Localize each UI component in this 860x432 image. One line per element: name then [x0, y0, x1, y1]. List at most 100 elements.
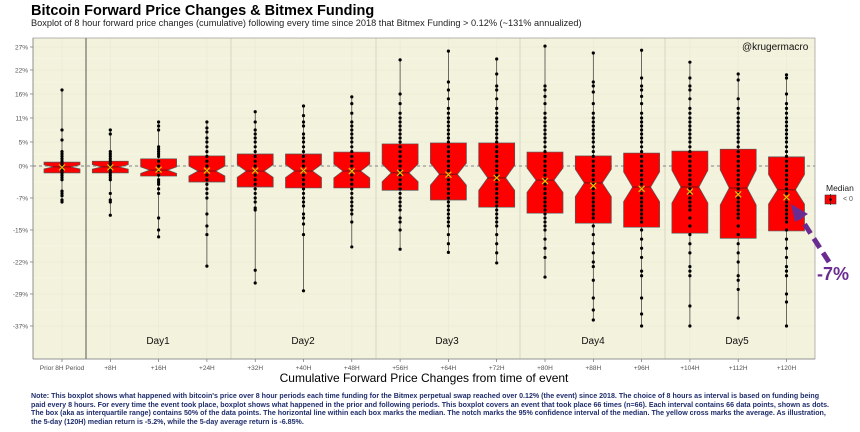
data-point — [446, 136, 450, 140]
data-point — [253, 191, 257, 196]
data-point — [157, 164, 161, 168]
data-point — [301, 120, 306, 124]
data-point — [591, 124, 595, 128]
mean-cross-marker — [155, 166, 163, 174]
data-point — [736, 145, 740, 149]
data-point — [301, 216, 306, 220]
data-point — [495, 220, 499, 224]
data-point — [446, 150, 450, 154]
data-point — [784, 274, 789, 278]
data-point — [446, 116, 450, 120]
data-point — [205, 120, 209, 124]
data-point — [108, 132, 112, 136]
data-point — [543, 102, 547, 106]
data-point — [60, 189, 64, 193]
data-point — [543, 84, 547, 88]
data-point — [688, 128, 692, 132]
data-point — [784, 145, 789, 149]
data-point — [157, 152, 161, 156]
data-point — [543, 120, 547, 124]
legend-key-point — [829, 198, 832, 201]
data-point — [253, 140, 257, 144]
data-point — [543, 255, 547, 260]
data-point — [253, 281, 257, 285]
data-point — [784, 187, 789, 191]
data-point — [495, 132, 499, 136]
data-point — [495, 208, 499, 212]
x-tick-label: +104H — [680, 365, 700, 372]
x-tick-label: +24H — [199, 365, 215, 372]
data-point — [495, 111, 499, 115]
data-point — [495, 154, 499, 158]
data-point — [157, 150, 161, 154]
y-tick-label: 5% — [19, 140, 29, 147]
data-point — [350, 173, 354, 177]
x-tick-label: +48H — [344, 365, 360, 372]
data-point — [688, 200, 692, 204]
notched-box — [188, 155, 226, 183]
data-point — [205, 145, 209, 149]
data-point — [543, 168, 547, 173]
data-point — [640, 296, 644, 300]
mean-cross-marker — [300, 167, 307, 174]
data-point — [543, 140, 547, 144]
data-point — [688, 124, 692, 128]
data-point — [446, 200, 450, 204]
day-label-2: Day2 — [291, 336, 315, 347]
mean-cross-marker — [541, 177, 549, 185]
data-point — [205, 136, 209, 140]
data-point — [253, 178, 257, 182]
data-point — [495, 116, 499, 120]
data-point — [398, 208, 402, 212]
data-point — [543, 246, 547, 250]
data-point — [446, 140, 450, 144]
data-point — [784, 164, 789, 168]
mean-cross-marker — [106, 163, 114, 171]
data-point — [736, 136, 740, 140]
data-point — [60, 200, 64, 204]
data-point — [640, 237, 644, 241]
data-point — [350, 111, 354, 115]
data-point — [350, 182, 354, 186]
data-point — [784, 73, 789, 77]
data-point — [784, 178, 789, 182]
data-point — [60, 150, 64, 154]
data-point — [108, 200, 112, 204]
data-point — [736, 182, 740, 186]
data-point — [640, 76, 644, 80]
data-point — [301, 187, 306, 191]
chart-subtitle: Boxplot of 8 hour forward price changes … — [31, 18, 582, 28]
data-point — [60, 152, 64, 156]
data-point — [398, 128, 402, 132]
data-point — [784, 102, 789, 106]
data-point — [591, 136, 595, 140]
data-point — [301, 164, 306, 168]
data-point — [591, 196, 595, 200]
data-point — [591, 200, 595, 204]
data-point — [157, 216, 161, 220]
data-point — [398, 182, 402, 186]
data-point — [108, 157, 112, 161]
data-point — [640, 159, 644, 163]
data-point — [108, 159, 112, 163]
data-point — [688, 187, 692, 191]
data-point — [495, 212, 499, 216]
data-point — [205, 212, 209, 216]
data-point — [108, 150, 112, 154]
data-point — [784, 191, 789, 196]
data-point — [253, 128, 257, 132]
data-point — [350, 200, 354, 204]
x-axis-title: Cumulative Forward Price Changes from ti… — [0, 371, 860, 385]
data-point — [688, 120, 692, 124]
data-point — [398, 132, 402, 136]
data-point — [736, 196, 740, 200]
x-tick-label: +64H — [441, 365, 457, 372]
data-point — [640, 182, 644, 186]
data-point — [543, 182, 547, 186]
data-point — [446, 168, 450, 173]
data-point — [108, 178, 112, 182]
chart-title: Bitcoin Forward Price Changes & Bitmex F… — [31, 3, 375, 19]
day-label-1: Day1 — [146, 336, 170, 347]
data-point — [398, 116, 402, 120]
data-point — [591, 212, 595, 216]
